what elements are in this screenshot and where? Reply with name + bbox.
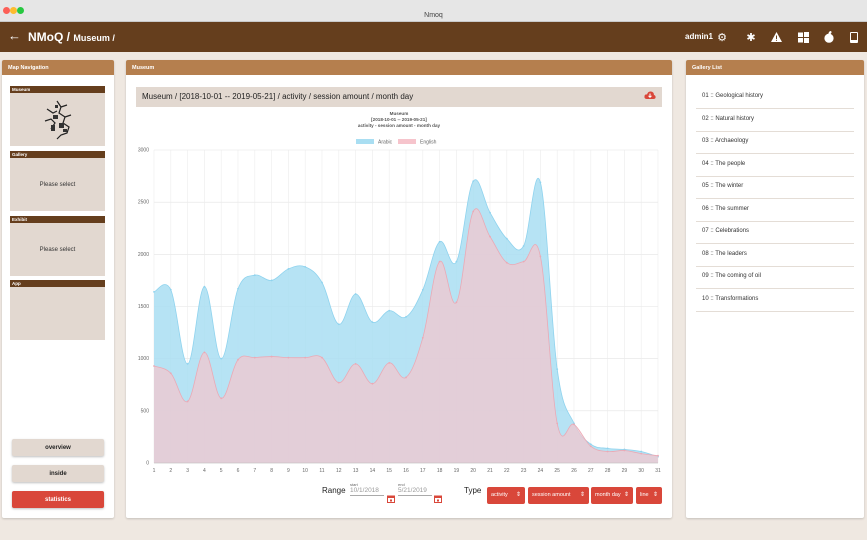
gallery-list-item[interactable]: 10 :: Transformations (696, 289, 854, 312)
calendar-icon[interactable] (434, 490, 442, 503)
museum-map-thumbnail[interactable] (10, 93, 105, 146)
map-navigation-panel: Map Navigation Museum Gallery (2, 60, 114, 518)
statistics-button[interactable]: statistics (12, 491, 104, 508)
gallery-box-label: Gallery (10, 151, 105, 158)
activity-select-value: activity (491, 492, 508, 498)
gallery-list-item[interactable]: 01 :: Geological history (696, 86, 854, 109)
metric-select[interactable]: session amount ⇕ (528, 487, 589, 504)
window-titlebar: Nmoq (0, 0, 867, 22)
app-box[interactable]: App (10, 280, 105, 340)
warning-icon[interactable] (769, 30, 783, 44)
minimize-window-button[interactable] (10, 7, 17, 14)
start-date-input[interactable]: 10/1/2018 (350, 487, 384, 496)
museum-panel: Museum Museum / [2018-10-01 -- 2019-05-2… (126, 60, 672, 518)
end-date-label: end (398, 482, 405, 487)
type-label: Type (464, 486, 482, 495)
activity-select[interactable]: activity ⇕ (487, 487, 525, 504)
inside-button[interactable]: inside (12, 465, 104, 482)
chart-subtitle-2: activity - session amount - month day (357, 123, 441, 128)
tablet-icon[interactable] (847, 30, 861, 44)
apple-icon[interactable] (822, 30, 836, 44)
bug-icon[interactable]: ✱ (746, 31, 756, 44)
select-arrows-icon: ⇕ (515, 492, 521, 498)
gallery-list-item[interactable]: 06 :: The summer (696, 199, 854, 222)
windows-icon[interactable] (796, 30, 810, 44)
app-box-label: App (10, 280, 105, 287)
grouping-select-value: month day (595, 492, 621, 498)
zoom-window-button[interactable] (17, 7, 24, 14)
breadcrumb: NMoQ / Museum / (28, 30, 115, 44)
gear-icon[interactable]: ⚙ (717, 31, 727, 44)
map-navigation-title: Map Navigation (2, 60, 114, 75)
museum-box[interactable]: Museum (10, 86, 105, 146)
select-arrows-icon: ⇕ (579, 492, 585, 498)
museum-box-label: Museum (10, 86, 105, 93)
exhibit-selection[interactable]: Please select (10, 223, 105, 276)
username[interactable]: admin1 (685, 32, 714, 41)
query-path: Museum / [2018-10-01 -- 2019-05-21] / ac… (142, 92, 414, 101)
end-date-input[interactable]: 5/21/2019 (398, 487, 432, 496)
cloud-download-icon[interactable] (644, 91, 656, 102)
overview-button[interactable]: overview (12, 439, 104, 456)
app-selection[interactable] (10, 287, 105, 340)
close-window-button[interactable] (3, 7, 10, 14)
end-date[interactable]: end 5/21/2019 (398, 482, 432, 496)
chart-type-select-value: line (640, 492, 649, 498)
gallery-list-item[interactable]: 09 :: The coming of oil (696, 266, 854, 289)
window-title: Nmoq (424, 12, 443, 19)
gallery-list-item[interactable]: 05 :: The winter (696, 176, 854, 199)
app-header: ← NMoQ / Museum / admin1 ⚙ ✱ (0, 22, 867, 52)
gallery-list-item[interactable]: 08 :: The leaders (696, 244, 854, 267)
gallery-list-panel: Gallery List 01 :: Geological history 02 … (686, 60, 864, 518)
gallery-list-item[interactable]: 04 :: The people (696, 154, 854, 177)
chart-type-select[interactable]: line ⇕ (636, 487, 662, 504)
breadcrumb-museum[interactable]: Museum / (73, 33, 115, 43)
exhibit-box[interactable]: Exhibit Please select (10, 216, 105, 276)
metric-select-value: session amount (532, 492, 571, 498)
select-arrows-icon: ⇕ (623, 492, 629, 498)
exhibit-box-label: Exhibit (10, 216, 105, 223)
gallery-list-item[interactable]: 03 :: Archaeology (696, 131, 854, 154)
chart-subtitle: [2018-10-01 -- 2019-05-21] (371, 117, 427, 122)
chart-title: Museum (389, 111, 409, 116)
back-arrow-icon[interactable]: ← (8, 28, 21, 43)
gallery-selection[interactable]: Please select (10, 158, 105, 211)
brand-title[interactable]: NMoQ / (28, 30, 74, 44)
museum-map-image (44, 100, 71, 139)
query-path-bar: Museum / [2018-10-01 -- 2019-05-21] / ac… (136, 87, 662, 107)
calendar-icon[interactable] (387, 490, 395, 503)
range-label: Range (322, 486, 346, 495)
start-date[interactable]: start 10/1/2018 (350, 482, 384, 496)
start-date-label: start (350, 482, 358, 487)
grouping-select[interactable]: month day ⇕ (591, 487, 633, 504)
gallery-list-title: Gallery List (686, 60, 864, 75)
gallery-box[interactable]: Gallery Please select (10, 151, 105, 211)
select-arrows-icon: ⇕ (652, 492, 658, 498)
gallery-list-item[interactable]: 02 :: Natural history (696, 109, 854, 132)
museum-panel-title: Museum (126, 60, 672, 75)
gallery-list-item[interactable]: 07 :: Celebrations (696, 221, 854, 244)
